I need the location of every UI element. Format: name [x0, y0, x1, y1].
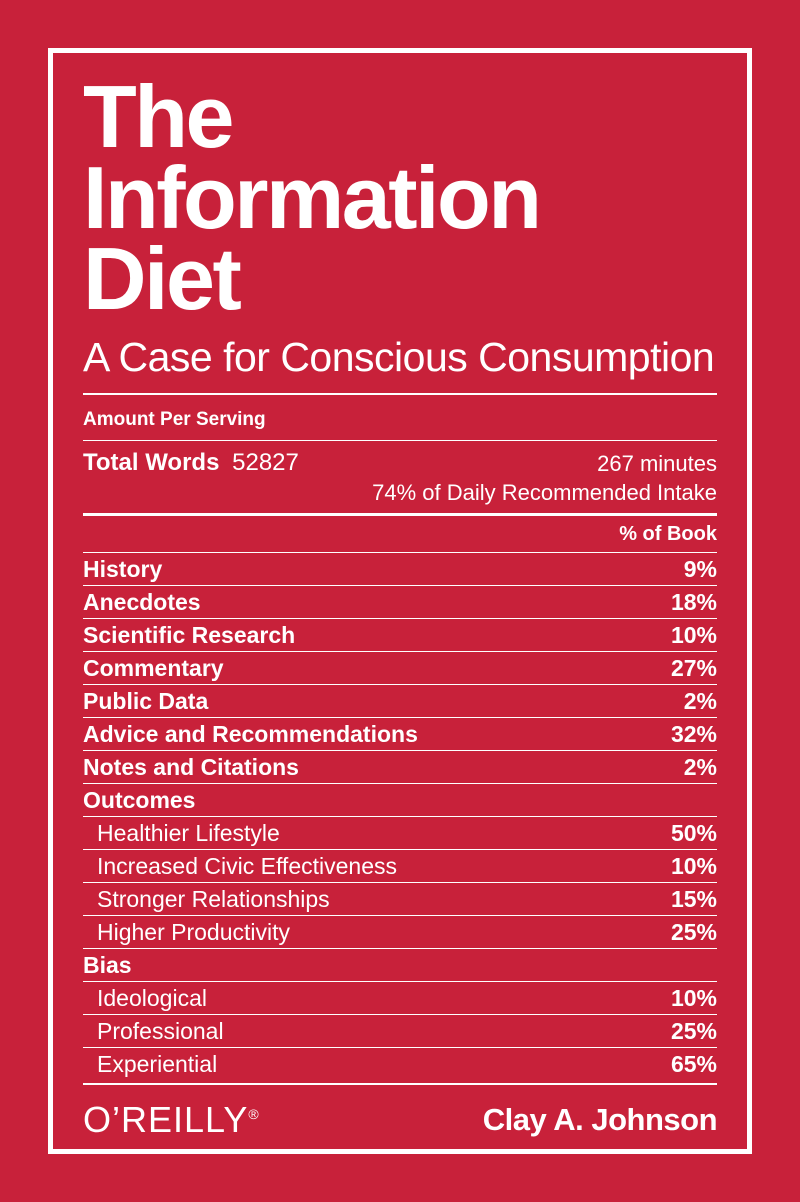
- total-words-label: Total Words: [83, 449, 220, 477]
- registered-mark: ®: [248, 1106, 259, 1122]
- table-row: History 9%: [83, 551, 717, 585]
- table-row: Commentary 27%: [83, 650, 717, 684]
- row-value: 25%: [670, 1017, 717, 1044]
- row-label: History: [83, 555, 163, 582]
- row-value: 10%: [670, 852, 717, 879]
- book-title: The Information Diet: [83, 67, 717, 328]
- row-label: Healthier Lifestyle: [97, 819, 280, 846]
- row-label: Higher Productivity: [97, 918, 291, 945]
- table-row: Notes and Citations 2%: [83, 749, 717, 783]
- row-label: Professional: [97, 1017, 224, 1044]
- publisher-name: O’REILLY: [83, 1099, 249, 1140]
- row-value: 50%: [670, 819, 717, 846]
- table-row: Increased Civic Effectiveness 10%: [83, 848, 717, 882]
- row-value: 27%: [670, 654, 717, 681]
- percent-of-book-header: % of Book: [619, 522, 717, 545]
- row-label: Advice and Recommendations: [83, 720, 418, 747]
- table-row: Higher Productivity 25%: [83, 914, 717, 948]
- row-label: Anecdotes: [83, 588, 201, 615]
- row-label: Bias: [83, 951, 132, 978]
- table-row: Healthier Lifestyle 50%: [83, 815, 717, 849]
- table-row: Experiential 65%: [83, 1046, 717, 1080]
- divider-thick-bottom: [83, 1082, 717, 1085]
- book-subtitle: A Case for Conscious Consumption: [83, 333, 715, 380]
- footer: O’REILLY® Clay A. Johnson: [83, 1099, 718, 1141]
- row-label: Outcomes: [83, 786, 196, 813]
- row-label: Ideological: [97, 984, 207, 1011]
- divider-thick-top: [83, 392, 717, 396]
- row-value: 32%: [670, 720, 717, 747]
- row-label: Commentary: [83, 654, 224, 681]
- daily-intake-text: 74% of Daily Recommended Intake: [372, 480, 717, 506]
- content-table: History 9% Anecdotes 18% Scientific Research…: [83, 551, 717, 1080]
- row-label: Stronger Relationships: [97, 885, 330, 912]
- row-label: Scientific Research: [83, 621, 296, 648]
- title-line-3: Diet: [83, 228, 242, 328]
- publisher-logo: O’REILLY®: [83, 1099, 259, 1141]
- table-row: Stronger Relationships 15%: [83, 881, 717, 915]
- row-value: 2%: [683, 687, 717, 714]
- row-label: Public Data: [83, 687, 209, 714]
- table-row: Ideological 10%: [83, 980, 717, 1014]
- table-row: Professional 25%: [83, 1013, 717, 1047]
- row-label: Notes and Citations: [83, 753, 299, 780]
- total-words-value: 52827: [232, 449, 299, 477]
- row-value: 25%: [670, 918, 717, 945]
- row-value: 18%: [670, 588, 717, 615]
- totals-row: Total Words 52827 267 minutes 74% of Dai…: [83, 441, 717, 513]
- title-line-1: The: [83, 67, 234, 166]
- table-row: Public Data 2%: [83, 683, 717, 717]
- table-row: Bias: [83, 947, 717, 981]
- total-words: Total Words 52827: [83, 449, 299, 477]
- row-value: 10%: [670, 984, 717, 1011]
- table-row: Scientific Research 10%: [83, 617, 717, 651]
- row-value: 9%: [683, 555, 717, 582]
- divider-thick-middle: [83, 513, 717, 516]
- table-row: Advice and Recommendations 32%: [83, 716, 717, 750]
- reading-stats: 267 minutes 74% of Daily Recommended Int…: [372, 449, 717, 507]
- row-label: Increased Civic Effectiveness: [97, 852, 397, 879]
- row-value: 2%: [683, 753, 717, 780]
- row-label: Experiential: [97, 1050, 218, 1077]
- row-value: 10%: [670, 621, 717, 648]
- row-value: 65%: [670, 1050, 717, 1077]
- author-name: Clay A. Johnson: [482, 1102, 718, 1137]
- amount-per-serving-label: Amount Per Serving: [83, 409, 717, 442]
- row-value: 15%: [670, 885, 717, 912]
- cover-frame: The Information Diet A Case for Consciou…: [48, 48, 752, 1154]
- table-row: Anecdotes 18%: [83, 584, 717, 618]
- title-line-2: Information: [83, 147, 542, 247]
- minutes-text: 267 minutes: [597, 451, 717, 477]
- table-row: Outcomes: [83, 782, 717, 816]
